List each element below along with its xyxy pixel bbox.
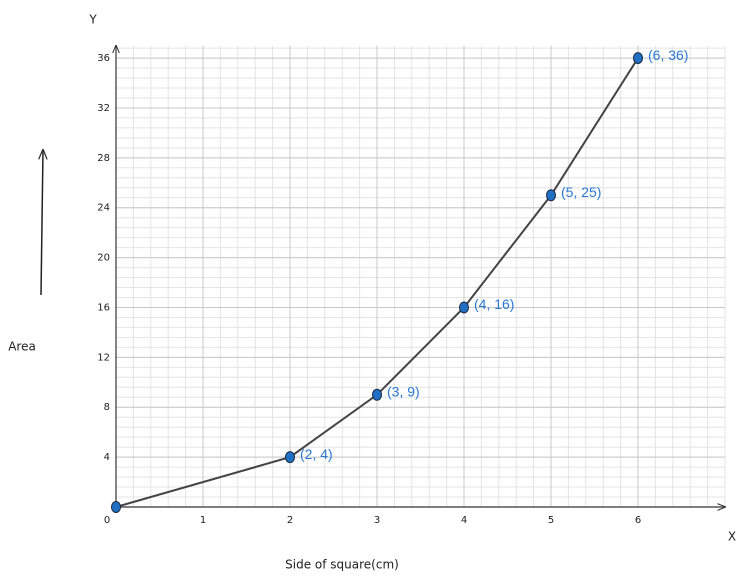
- point-label: (2, 4): [300, 446, 333, 462]
- y-tick-label: 12: [97, 352, 110, 363]
- x-tick-label: 5: [548, 515, 554, 526]
- y-tick-label: 8: [104, 402, 110, 413]
- data-point: [546, 189, 556, 202]
- data-point: [372, 388, 382, 401]
- x-tick-label: 2: [287, 515, 293, 526]
- x-tick-label: 4: [461, 515, 467, 526]
- y-arrow: [41, 150, 43, 296]
- data-point: [459, 301, 469, 314]
- data-point: [111, 501, 121, 513]
- y-tick-label: 4: [104, 452, 110, 463]
- point-label: (4, 16): [474, 296, 514, 312]
- x-tick-label: 6: [635, 515, 641, 526]
- y-axis-name: Y: [88, 13, 97, 27]
- y-axis-label: Area: [8, 340, 36, 354]
- point-label: (3, 9): [387, 383, 420, 399]
- y-tick-label: 32: [97, 103, 110, 114]
- data-point: [285, 451, 295, 464]
- x-tick-label: 3: [374, 515, 380, 526]
- y-tick-label: 16: [97, 302, 110, 313]
- x-tick-label: 1: [200, 515, 206, 526]
- x-axis-name: X: [728, 530, 736, 544]
- y-tick-label: 36: [97, 53, 110, 64]
- point-label: (6, 36): [648, 47, 688, 63]
- data-point: [633, 52, 643, 65]
- y-tick-label: 20: [97, 253, 110, 264]
- y-tick-label: 28: [97, 153, 110, 164]
- point-label: (5, 25): [561, 184, 601, 200]
- x-tick-label: 0: [104, 515, 110, 526]
- x-axis-label: Side of square(cm): [285, 558, 399, 572]
- grid: [115, 45, 726, 508]
- y-tick-label: 24: [97, 203, 110, 214]
- axes: [116, 46, 725, 507]
- data-line: [115, 57, 639, 508]
